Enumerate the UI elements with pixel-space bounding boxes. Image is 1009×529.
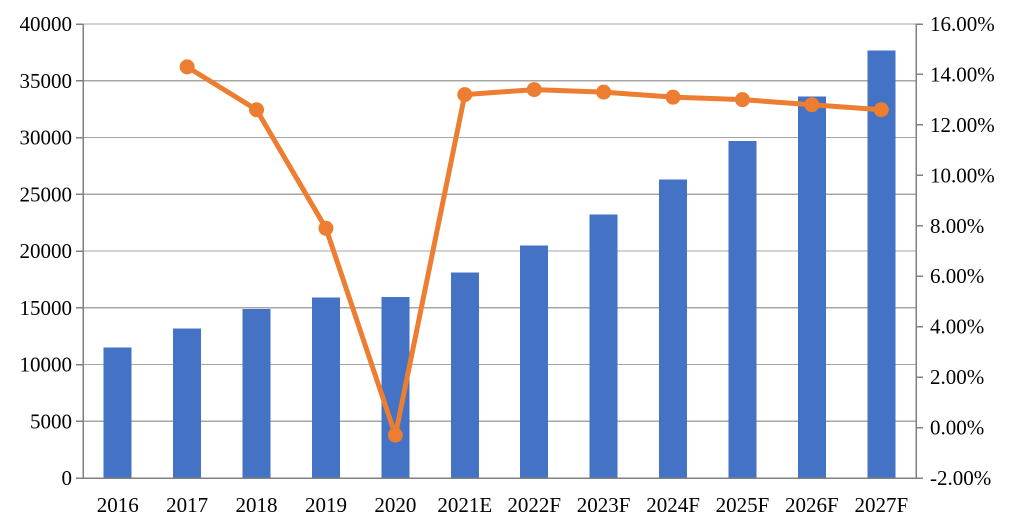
bar-2017 [173, 328, 202, 478]
bar-2021E [450, 272, 479, 478]
y-left-tick-label: 15000 [20, 296, 73, 320]
y-right-tick-label: 14.00% [930, 62, 995, 86]
x-tick-label-2021E: 2021E [437, 493, 492, 517]
y-left-tick-label: 25000 [20, 182, 73, 206]
x-tick-label-2019: 2019 [305, 493, 347, 517]
data-point-2024F [665, 89, 681, 105]
data-point-2021E [457, 87, 473, 103]
y-right-tick-label: 4.00% [930, 315, 984, 339]
y-right-tick-label: -2.00% [930, 466, 991, 490]
data-point-2020 [387, 427, 403, 443]
y-left-tick-label: 40000 [20, 12, 73, 36]
y-left-tick-label: 30000 [20, 126, 73, 150]
bar-2018 [242, 308, 271, 478]
y-left-tick-label: 0 [62, 466, 73, 490]
bar-2016 [103, 347, 132, 478]
bar-2022F [520, 245, 549, 478]
bar-2027F [867, 50, 896, 479]
y-left-tick-label: 20000 [20, 239, 73, 263]
y-right-tick-label: 0.00% [930, 416, 984, 440]
bar-2019 [311, 297, 340, 478]
y-right-tick-label: 16.00% [930, 12, 995, 36]
x-tick-label-2020: 2020 [374, 493, 416, 517]
data-point-2026F [804, 97, 820, 113]
y-right-tick-label: 2.00% [930, 365, 984, 389]
x-tick-label-2026F: 2026F [785, 493, 839, 517]
data-point-2017 [179, 59, 195, 75]
y-right-tick-label: 10.00% [930, 163, 995, 187]
bar-2025F [728, 140, 757, 478]
y-right-tick-label: 6.00% [930, 264, 984, 288]
data-point-2023F [596, 84, 612, 100]
y-right-tick-label: 12.00% [930, 113, 995, 137]
x-tick-label-2022F: 2022F [507, 493, 561, 517]
y-right-tick-label: 8.00% [930, 214, 984, 238]
data-point-2019 [318, 220, 334, 236]
data-point-2025F [734, 92, 750, 108]
x-tick-label-2024F: 2024F [646, 493, 700, 517]
y-left-tick-label: 5000 [30, 409, 72, 433]
x-tick-label-2016: 2016 [97, 493, 139, 517]
data-point-2018 [249, 102, 265, 118]
y-left-tick-label: 10000 [20, 353, 73, 377]
x-tick-label-2027F: 2027F [854, 493, 908, 517]
y-left-tick-label: 35000 [20, 69, 73, 93]
bar-2024F [659, 179, 688, 478]
data-point-2022F [526, 82, 542, 98]
x-tick-label-2017: 2017 [166, 493, 208, 517]
bar-2023F [589, 214, 618, 478]
bar-2026F [797, 96, 826, 478]
x-tick-label-2025F: 2025F [716, 493, 770, 517]
data-point-2027F [873, 102, 889, 118]
x-tick-label-2018: 2018 [236, 493, 278, 517]
x-tick-label-2023F: 2023F [577, 493, 631, 517]
